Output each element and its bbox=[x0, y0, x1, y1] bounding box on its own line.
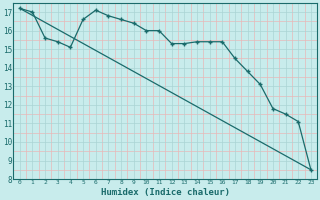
X-axis label: Humidex (Indice chaleur): Humidex (Indice chaleur) bbox=[101, 188, 230, 197]
